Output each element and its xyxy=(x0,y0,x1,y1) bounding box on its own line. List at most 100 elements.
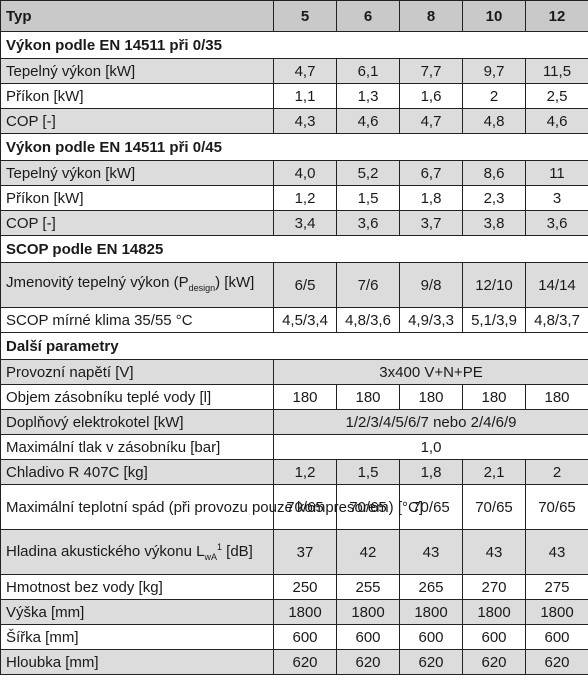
section-title: Výkon podle EN 14511 při 0/45 xyxy=(0,133,588,161)
cell-value: 1800 xyxy=(399,599,463,625)
row-label: Doplňový elektrokotel [kW] xyxy=(0,409,274,435)
section-header-row: Výkon podle EN 14511 při 0/35 xyxy=(0,31,588,59)
cell-value: 3 xyxy=(525,185,588,211)
header-model: 6 xyxy=(336,0,400,32)
row-label: Objem zásobníku teplé vody [l] xyxy=(0,384,274,410)
table-row: Tepelný výkon [kW] 4,0 5,2 6,7 8,6 11 xyxy=(0,160,588,186)
cell-value: 1,6 xyxy=(399,83,463,109)
row-label-subscript: design xyxy=(188,282,216,293)
row-label: Jmenovitý tepelný výkon (Pdesign) [kW] xyxy=(0,262,274,308)
cell-value: 180 xyxy=(336,384,400,410)
cell-value: 4,5/3,4 xyxy=(273,307,337,333)
row-label-text: ) [kW] xyxy=(215,273,255,291)
cell-value: 9,7 xyxy=(462,58,526,84)
cell-value: 42 xyxy=(336,529,400,575)
cell-value: 4,7 xyxy=(399,108,463,134)
table-row: Doplňový elektrokotel [kW] 1/2/3/4/5/6/7… xyxy=(0,409,588,435)
table-row: Provozní napětí [V] 3x400 V+N+PE xyxy=(0,359,588,385)
row-label-text: [dB] xyxy=(221,542,253,560)
table-row: Maximální teplotní spád (při provozu pou… xyxy=(0,484,588,530)
table-row: Příkon [kW] 1,1 1,3 1,6 2 2,5 xyxy=(0,83,588,109)
cell-value: 7/6 xyxy=(336,262,400,308)
row-label-text: Jmenovitý tepelný výkon (P xyxy=(6,273,189,291)
cell-value: 180 xyxy=(462,384,526,410)
cell-value: 1800 xyxy=(336,599,400,625)
header-model: 8 xyxy=(399,0,463,32)
header-model: 10 xyxy=(462,0,526,32)
row-label: COP [-] xyxy=(0,108,274,134)
cell-value: 37 xyxy=(273,529,337,575)
cell-value: 70/65 xyxy=(462,484,526,530)
cell-value: 2,5 xyxy=(525,83,588,109)
header-type-label: Typ xyxy=(0,0,274,32)
cell-value: 1,5 xyxy=(336,185,400,211)
row-label: Tepelný výkon [kW] xyxy=(0,58,274,84)
cell-value: 11,5 xyxy=(525,58,588,84)
row-label-subscript: wA xyxy=(204,551,217,562)
cell-value: 4,6 xyxy=(525,108,588,134)
cell-value: 2 xyxy=(462,83,526,109)
cell-value-merged: 1/2/3/4/5/6/7 nebo 2/4/6/9 xyxy=(273,409,588,435)
table-row: Šířka [mm] 600 600 600 600 600 xyxy=(0,624,588,650)
row-label: Šířka [mm] xyxy=(0,624,274,650)
cell-value: 600 xyxy=(336,624,400,650)
cell-value: 2,3 xyxy=(462,185,526,211)
cell-value: 265 xyxy=(399,574,463,600)
row-label: Výška [mm] xyxy=(0,599,274,625)
cell-value: 180 xyxy=(273,384,337,410)
cell-value: 3,7 xyxy=(399,210,463,236)
cell-value: 3,8 xyxy=(462,210,526,236)
table-row: Příkon [kW] 1,2 1,5 1,8 2,3 3 xyxy=(0,185,588,211)
table-row: Maximální tlak v zásobníku [bar] 1,0 xyxy=(0,434,588,460)
cell-value: 4,3 xyxy=(273,108,337,134)
cell-value: 1,2 xyxy=(273,459,337,485)
cell-value: 4,0 xyxy=(273,160,337,186)
cell-value: 5,1/3,9 xyxy=(462,307,526,333)
cell-value: 250 xyxy=(273,574,337,600)
section-title: Výkon podle EN 14511 při 0/35 xyxy=(0,31,588,59)
cell-value: 4,8/3,7 xyxy=(525,307,588,333)
cell-value: 43 xyxy=(399,529,463,575)
cell-value: 7,7 xyxy=(399,58,463,84)
cell-value: 600 xyxy=(273,624,337,650)
cell-value: 1,8 xyxy=(399,185,463,211)
cell-value: 9/8 xyxy=(399,262,463,308)
table-row: Chladivo R 407C [kg] 1,2 1,5 1,8 2,1 2 xyxy=(0,459,588,485)
cell-value: 620 xyxy=(336,649,400,675)
cell-value: 180 xyxy=(525,384,588,410)
section-header-row: Výkon podle EN 14511 při 0/45 xyxy=(0,133,588,161)
table-row: Tepelný výkon [kW] 4,7 6,1 7,7 9,7 11,5 xyxy=(0,58,588,84)
row-label: Tepelný výkon [kW] xyxy=(0,160,274,186)
cell-value: 2,1 xyxy=(462,459,526,485)
table-row: Hmotnost bez vody [kg] 250 255 265 270 2… xyxy=(0,574,588,600)
section-header-row: Další parametry xyxy=(0,332,588,360)
cell-value: 4,8/3,6 xyxy=(336,307,400,333)
cell-value: 3,4 xyxy=(273,210,337,236)
cell-value: 1800 xyxy=(273,599,337,625)
row-label: Příkon [kW] xyxy=(0,83,274,109)
table-row: SCOP mírné klima 35/55 °C 4,5/3,4 4,8/3,… xyxy=(0,307,588,333)
table-row: Jmenovitý tepelný výkon (Pdesign) [kW] 6… xyxy=(0,262,588,308)
row-label: SCOP mírné klima 35/55 °C xyxy=(0,307,274,333)
table-row: COP [-] 4,3 4,6 4,7 4,8 4,6 xyxy=(0,108,588,134)
cell-value: 4,6 xyxy=(336,108,400,134)
cell-value: 8,6 xyxy=(462,160,526,186)
cell-value: 4,9/3,3 xyxy=(399,307,463,333)
header-model: 5 xyxy=(273,0,337,32)
cell-value: 1800 xyxy=(462,599,526,625)
cell-value: 3,6 xyxy=(525,210,588,236)
cell-value: 6/5 xyxy=(273,262,337,308)
cell-value: 6,1 xyxy=(336,58,400,84)
section-title: SCOP podle EN 14825 xyxy=(0,235,588,263)
row-label-footnote: 1 xyxy=(216,541,222,552)
cell-value: 180 xyxy=(399,384,463,410)
row-label: Hladina akustického výkonu LwA1 [dB] xyxy=(0,529,274,575)
row-label: Hmotnost bez vody [kg] xyxy=(0,574,274,600)
table-row: Výška [mm] 1800 1800 1800 1800 1800 xyxy=(0,599,588,625)
cell-value: 1800 xyxy=(525,599,588,625)
cell-value: 12/10 xyxy=(462,262,526,308)
header-model: 12 xyxy=(525,0,588,32)
cell-value: 1,8 xyxy=(399,459,463,485)
row-label: COP [-] xyxy=(0,210,274,236)
section-title: Další parametry xyxy=(0,332,588,360)
